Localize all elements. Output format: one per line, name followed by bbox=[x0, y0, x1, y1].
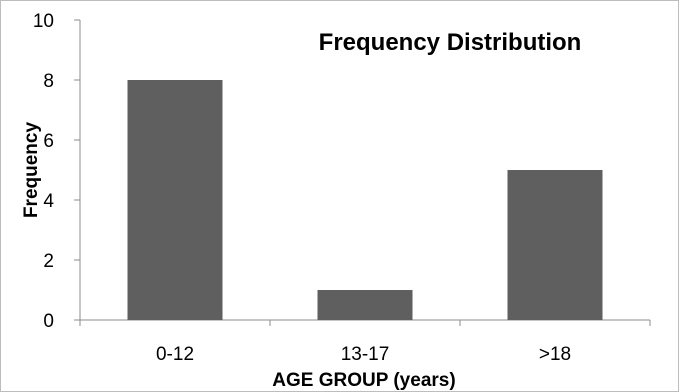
plot-area: 0 2 4 6 8 10 0-12 13-17 >18 bbox=[33, 11, 651, 365]
x-category-label: 0-12 bbox=[156, 344, 194, 365]
y-tick-label: 0 bbox=[43, 311, 54, 332]
x-category-label: >18 bbox=[539, 344, 571, 365]
x-axis-title: AGE GROUP (years) bbox=[272, 370, 455, 391]
y-axis-title: Frequency bbox=[21, 122, 42, 219]
chart-title: Frequency Distribution bbox=[319, 29, 582, 56]
bar-012 bbox=[127, 80, 223, 320]
y-tick-label: 6 bbox=[43, 131, 54, 152]
y-tick-label: 10 bbox=[33, 11, 54, 32]
bar-18 bbox=[507, 170, 603, 320]
y-tick-label: 4 bbox=[43, 191, 54, 212]
bar-1317 bbox=[317, 290, 413, 320]
x-category-label: 13-17 bbox=[341, 344, 390, 365]
y-tick-label: 8 bbox=[43, 71, 54, 92]
y-tick-label: 2 bbox=[43, 251, 54, 272]
